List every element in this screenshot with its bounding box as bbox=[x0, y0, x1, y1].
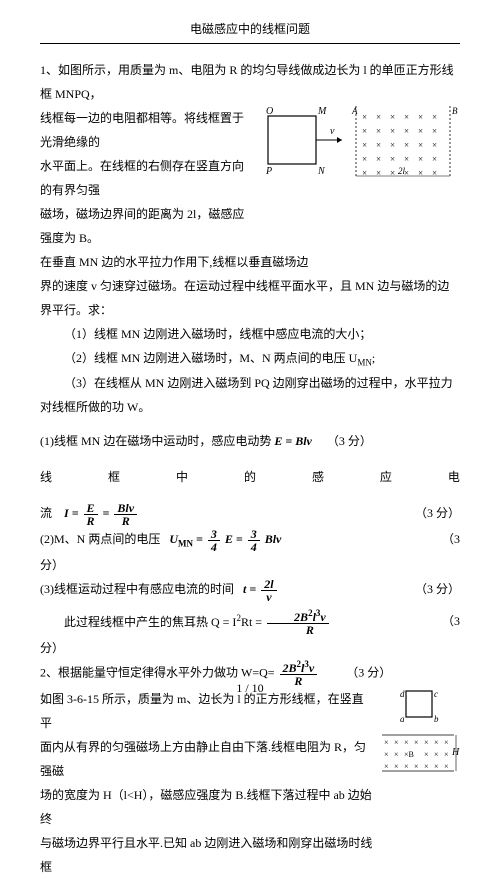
svg-text:×: × bbox=[376, 126, 381, 136]
svg-text:×: × bbox=[376, 140, 381, 150]
svg-text:×: × bbox=[418, 154, 423, 164]
a1-spread: 线 框 中 的 感 应 电 bbox=[40, 465, 460, 489]
svg-text:×: × bbox=[404, 126, 409, 136]
svg-text:×: × bbox=[414, 762, 419, 771]
label-a: A bbox=[351, 106, 358, 116]
svg-text:×: × bbox=[434, 762, 439, 771]
label-2l: 2l bbox=[398, 166, 406, 176]
label-n: N bbox=[317, 166, 326, 177]
svg-text:×: × bbox=[376, 168, 381, 178]
q1-sub3: （3）在线框从 MN 边刚进入磁场到 PQ 边刚穿出磁场的过程中，水平拉力对线框… bbox=[40, 371, 460, 419]
a1-p3: (2)M、N 两点间的电压 UMN = 34 E = 34 Blv （3 bbox=[40, 527, 460, 553]
q1-line1: 1、如图所示，用质量为 m、电阻为 R 的均匀导线做成边长为 l 的单匝正方形线… bbox=[40, 58, 460, 106]
q1-sub2: （2）线框 MN 边刚进入磁场时，M、N 两点间的电压 UMN; bbox=[40, 346, 460, 371]
svg-text:×: × bbox=[394, 762, 399, 771]
q1-figure: O M P N v A B × × × × × × × × × × × × × × × × × × × × × × ×… bbox=[260, 106, 460, 178]
svg-text:×: × bbox=[384, 738, 389, 747]
svg-text:×: × bbox=[376, 154, 381, 164]
page-footer: 1 / 10 bbox=[0, 681, 500, 696]
svg-text:×: × bbox=[362, 168, 367, 178]
svg-text:×: × bbox=[390, 154, 395, 164]
q1-block: 线框每一边的电阻都相等。将线框置于光滑绝缘的 水平面上。在线框的右侧存在竖直方向… bbox=[40, 106, 460, 250]
svg-text:×: × bbox=[424, 762, 429, 771]
a1-p3-fen: 分） bbox=[40, 553, 460, 577]
q1-line2: 线框每一边的电阻都相等。将线框置于光滑绝缘的 bbox=[40, 106, 252, 154]
svg-text:×: × bbox=[444, 762, 449, 771]
label-p: P bbox=[265, 166, 272, 177]
q2-figure: d c a b ××××××× ×××B××× ××××××× H bbox=[382, 687, 460, 775]
svg-text:×: × bbox=[404, 140, 409, 150]
label-v: v bbox=[330, 126, 335, 137]
svg-text:×: × bbox=[432, 168, 437, 178]
svg-text:×: × bbox=[418, 140, 423, 150]
svg-text:×: × bbox=[432, 126, 437, 136]
svg-text:×: × bbox=[362, 126, 367, 136]
svg-text:×: × bbox=[390, 168, 395, 178]
label-b: B bbox=[452, 106, 458, 116]
svg-text:×: × bbox=[432, 154, 437, 164]
a1-p1: (1)线框 MN 边在磁场中运动时，感应电动势 E = Blv （3 分） bbox=[40, 429, 460, 453]
svg-text:×: × bbox=[384, 762, 389, 771]
q2-block: 如图 3-6-15 所示，质量为 m、边长为 l 的正方形线框，在竖直平 面内从… bbox=[40, 687, 460, 879]
a1-p5-fen: 分） bbox=[40, 636, 460, 660]
svg-text:×: × bbox=[444, 738, 449, 747]
svg-text:×: × bbox=[390, 112, 395, 122]
title-rule bbox=[40, 43, 460, 44]
svg-text:×: × bbox=[390, 140, 395, 150]
svg-text:×B: ×B bbox=[404, 750, 414, 759]
svg-text:×: × bbox=[434, 738, 439, 747]
svg-text:×: × bbox=[404, 112, 409, 122]
svg-text:×: × bbox=[418, 126, 423, 136]
svg-text:×: × bbox=[432, 112, 437, 122]
q1-line6: 界的速度 v 匀速穿过磁场。在运动过程中线框平面水平，且 MN 边与磁场的边界平… bbox=[40, 274, 460, 322]
svg-text:×: × bbox=[434, 750, 439, 759]
q2-line4: 与磁场边界平行且水平.已知 ab 边刚进入磁场和刚穿出磁场时线框 bbox=[40, 831, 374, 879]
svg-text:a: a bbox=[400, 714, 405, 724]
svg-text:×: × bbox=[376, 112, 381, 122]
label-o: O bbox=[266, 106, 273, 117]
svg-text:×: × bbox=[418, 168, 423, 178]
q1-line5: 在垂直 MN 边的水平拉力作用下,线框以垂直磁场边 bbox=[40, 250, 460, 274]
svg-text:×: × bbox=[390, 126, 395, 136]
svg-text:×: × bbox=[362, 112, 367, 122]
svg-text:×: × bbox=[404, 762, 409, 771]
a1-p2: 流 I = ER = BlvR （3 分） bbox=[40, 501, 460, 527]
svg-text:×: × bbox=[432, 140, 437, 150]
svg-text:×: × bbox=[424, 738, 429, 747]
svg-text:×: × bbox=[418, 112, 423, 122]
q1-sub1: （1）线框 MN 边刚进入磁场时，线框中感应电流的大小； bbox=[40, 322, 460, 346]
q2-line3: 场的宽度为 H（l<H），磁感应强度为 B.线框下落过程中 ab 边始终 bbox=[40, 783, 374, 831]
svg-text:×: × bbox=[404, 154, 409, 164]
svg-text:×: × bbox=[414, 738, 419, 747]
svg-text:×: × bbox=[424, 750, 429, 759]
a1-p5: 此过程线框中产生的焦耳热 Q = I2Rt = 2B2l3v R （3 bbox=[40, 609, 460, 637]
a1-p4: (3)线框运动过程中有感应电流的时间 t = 2lv （3 分） bbox=[40, 577, 460, 603]
label-m: M bbox=[317, 106, 327, 117]
q1-line3: 水平面上。在线框的右侧存在竖直方向的有界匀强 bbox=[40, 154, 252, 202]
svg-text:×: × bbox=[394, 750, 399, 759]
svg-text:b: b bbox=[434, 714, 439, 724]
svg-text:×: × bbox=[444, 750, 449, 759]
q1-line4: 磁场，磁场边界间的距离为 2l，磁感应强度为 B。 bbox=[40, 202, 252, 250]
svg-text:×: × bbox=[384, 750, 389, 759]
svg-text:×: × bbox=[362, 140, 367, 150]
svg-text:×: × bbox=[394, 738, 399, 747]
svg-text:×: × bbox=[404, 738, 409, 747]
q2-line2: 面内从有界的匀强磁场上方由静止自由下落.线框电阻为 R，匀强磁 bbox=[40, 735, 374, 783]
svg-text:H: H bbox=[451, 747, 460, 758]
svg-text:×: × bbox=[362, 154, 367, 164]
page-title: 电磁感应中的线框问题 bbox=[40, 20, 460, 37]
